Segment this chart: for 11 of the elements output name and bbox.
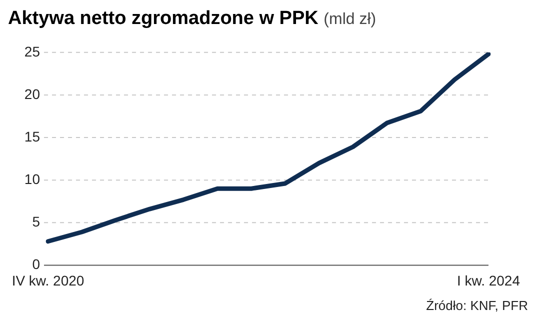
chart-subtitle: (mld zł) [324, 11, 376, 28]
x-tick-label: IV kw. 2020 [12, 272, 84, 288]
text: Źródło: KNF, PFR [425, 298, 528, 313]
y-tick-label: 15 [24, 128, 40, 144]
y-tick-label: 0 [32, 256, 40, 272]
y-tick-label: 10 [24, 170, 40, 187]
y-tick-label: 20 [24, 86, 40, 102]
y-tick-label: 5 [32, 214, 40, 230]
y-tick-label: 25 [24, 43, 40, 60]
chart-title: Aktywa netto zgromadzone w PPK [8, 8, 318, 29]
x-tick-label: I kw. 2024 [456, 272, 520, 288]
